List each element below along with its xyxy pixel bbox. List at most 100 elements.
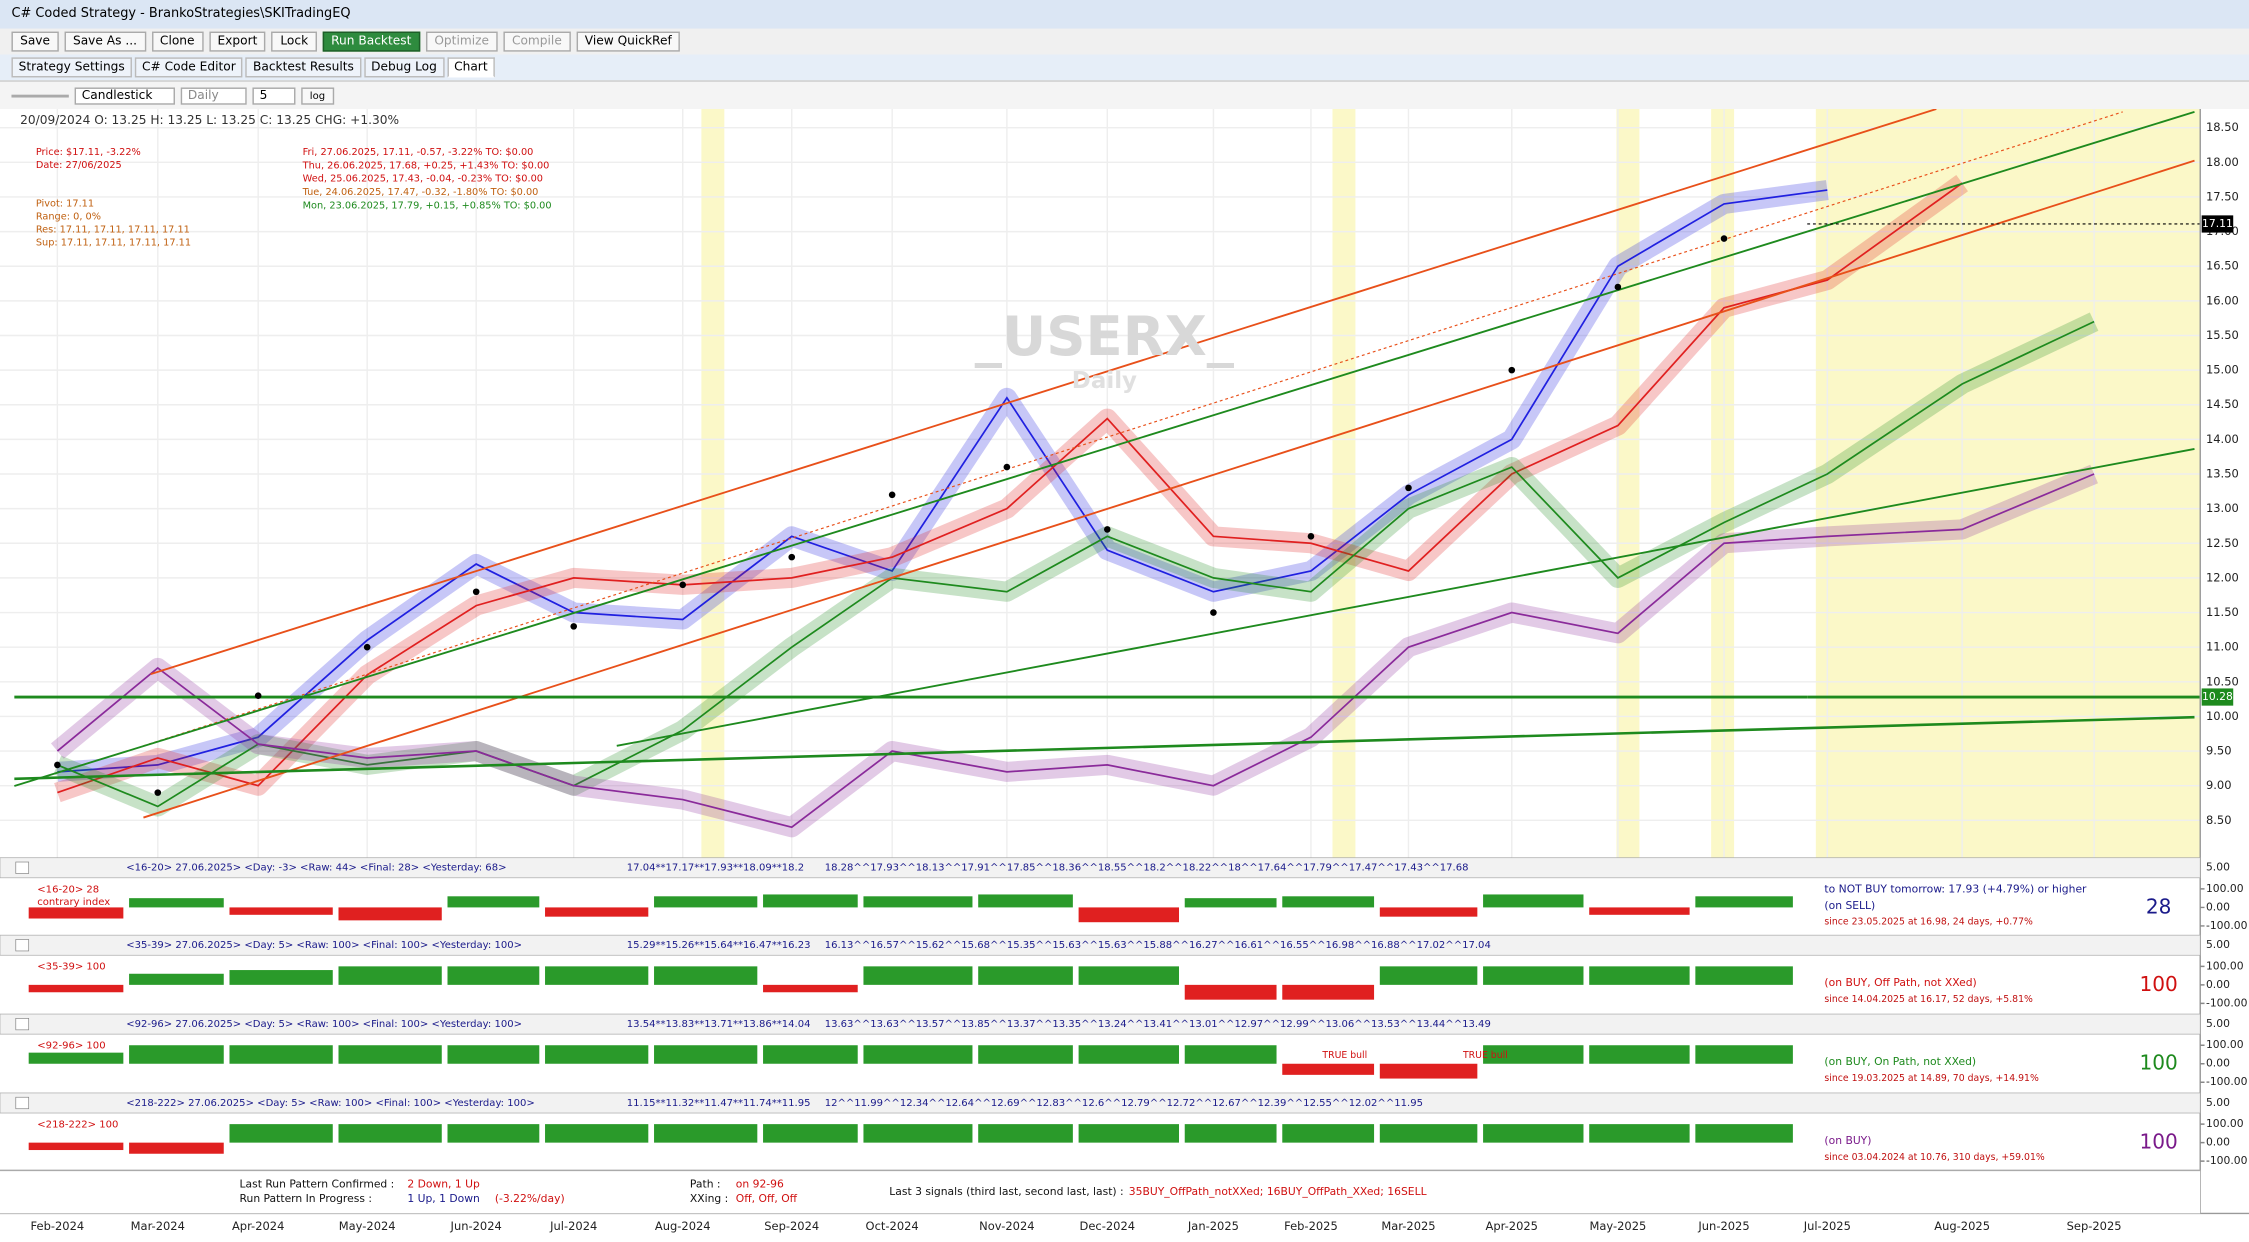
signal-bar [545,1124,649,1143]
signal-bar [1695,1124,1793,1143]
band-line [57,182,1963,794]
level-tag [2201,688,2234,706]
panel-label: <218-222> 100 [37,1119,118,1130]
signal-bar [447,966,540,985]
panel-header [0,1013,2201,1035]
toolbar-button[interactable]: View QuickRef [576,31,681,52]
y-tick-label: 17.50 [2206,189,2239,203]
log-toggle[interactable]: log [301,86,334,104]
x-tick-label: Jun-2024 [450,1219,502,1233]
panel-prices: 11.15**11.32**11.47**11.74**11.95 [627,1098,811,1109]
panel-label: <16-20> 28 [37,884,99,895]
highlight [701,109,725,858]
x-tick-label: Oct-2024 [866,1219,919,1233]
price-point [679,581,687,589]
panel-score: 100 [2139,1051,2177,1075]
panel-score: 100 [2139,972,2177,996]
signal-bar [978,966,1073,985]
toolbar-button[interactable]: Save [11,31,59,52]
panel-prices: 16.13^^16.57^^15.62^^15.68^^15.35^^15.63… [825,940,1491,951]
x-tick-label: Jul-2024 [549,1219,597,1233]
panel-prices: 13.54**13.83**13.71**13.86**14.04 [627,1019,811,1030]
signal-bar [1282,1063,1375,1075]
signal-bar [1282,984,1375,1000]
x-tick-label: Jun-2025 [1697,1219,1749,1233]
signal-bar [338,1124,442,1143]
status-text: Run Pattern In Progress : [240,1192,372,1205]
x-tick-label: Mar-2024 [131,1219,185,1233]
toolbar-button[interactable]: Clone [151,31,204,52]
indicator-panels: <16-20> 27.06.2025> <Day: -3> <Raw: 44> … [0,857,2248,1167]
price-point [570,623,578,630]
period[interactable]: Daily [180,86,247,104]
bar-count[interactable]: 5 [252,86,296,104]
tab[interactable]: Debug Log [363,57,445,78]
panel-prices: 17.04**17.17**17.93**18.09**18.2 [627,863,804,874]
panel-tick-label: -100.00 [2206,996,2248,1009]
level-label: 10.28 [2202,690,2233,703]
panel-signal: since 14.04.2025 at 16.17, 52 days, +5.8… [1824,994,2033,1005]
signal-bar [338,907,442,921]
panel-label: <35-39> 100 [37,962,105,973]
x-tick-label: Feb-2025 [1284,1219,1338,1233]
plot: Price: $17.11, -3.22% Date: 27/06/2025 Piv… [14,147,2201,796]
y-tick-label: 15.00 [2206,363,2239,377]
x-tick-label: Mar-2025 [1381,1219,1435,1233]
signal-bar [1282,896,1375,908]
y-tick-label: 8.50 [2206,813,2232,827]
status-text: Path : [690,1178,721,1191]
price-point [1405,484,1412,492]
chart-style[interactable]: Candlestick [74,86,175,104]
highlight [1332,109,1356,858]
signal-bar [1184,984,1277,1000]
panel-toggle [15,1096,30,1110]
status-area: Last Run Pattern Confirmed : 2 Down, 1 Up… [0,1169,2201,1214]
panel-sublabel: contrary index [37,897,110,908]
toolbar-button[interactable]: Run Backtest [322,31,420,52]
tab[interactable]: Strategy Settings [11,57,132,78]
tab-strip: Strategy Settings C# Code Editor Backtest … [0,54,2249,81]
panel-tick-label: 100.00 [2206,959,2244,972]
panel-signal: since 03.04.2024 at 10.76, 310 days, +59… [1824,1152,2044,1163]
indicator-bands [50,174,2099,838]
panel-annotation: TRUE bull [1321,1050,1367,1061]
panel-scale-top: 5.00 [2206,938,2230,951]
band-line [57,320,2095,808]
status-text: Last Run Pattern Confirmed : [240,1178,395,1191]
signal-bar [338,966,442,985]
price-point [788,553,796,561]
y-tick-label: 10.00 [2206,709,2239,723]
panel-tick-label: 100.00 [2206,1117,2244,1130]
signal-bar [1695,1045,1793,1064]
signal-bar [229,907,333,915]
signal-bar [863,966,973,985]
y-tick-label: 12.50 [2206,536,2239,550]
panel-toggle [15,1018,30,1031]
toolbar-button[interactable]: Optimize [425,31,498,52]
signal-bar [447,896,540,908]
signal-bar [1078,1124,1180,1143]
symbol-field[interactable] [11,93,69,97]
signal-bar [763,894,858,908]
signal-bar [654,966,758,985]
tab[interactable]: Chart [446,57,495,78]
panel-label: <92-96> 100 [37,1041,105,1052]
panel-header-text: <92-96> 27.06.2025> <Day: 5> <Raw: 100> … [126,1019,522,1030]
tab[interactable]: C# Code Editor [134,57,243,78]
toolbar-button[interactable]: Compile [503,31,571,52]
panel-prices: 15.29**15.26**15.64**16.47**16.23 [627,940,811,951]
signal-bar [229,1045,333,1064]
x-tick-label: Apr-2025 [1486,1219,1538,1233]
price-point [1307,533,1315,540]
price-point [888,491,896,499]
level-label: 17.11 [2202,217,2233,230]
signal-bar [447,1124,540,1143]
toolbar-button[interactable]: Export [208,31,266,52]
status-text: 35BUY_OffPath_notXXed; 16BUY_OffPath_XXe… [1129,1185,1427,1198]
toolbar-button[interactable]: Lock [271,31,317,52]
toolbar-button[interactable]: Save As ... [64,31,146,52]
status-text: XXing : [690,1192,728,1205]
tab[interactable]: Backtest Results [245,57,362,78]
status-text: 1 Up, 1 Down [407,1192,479,1205]
